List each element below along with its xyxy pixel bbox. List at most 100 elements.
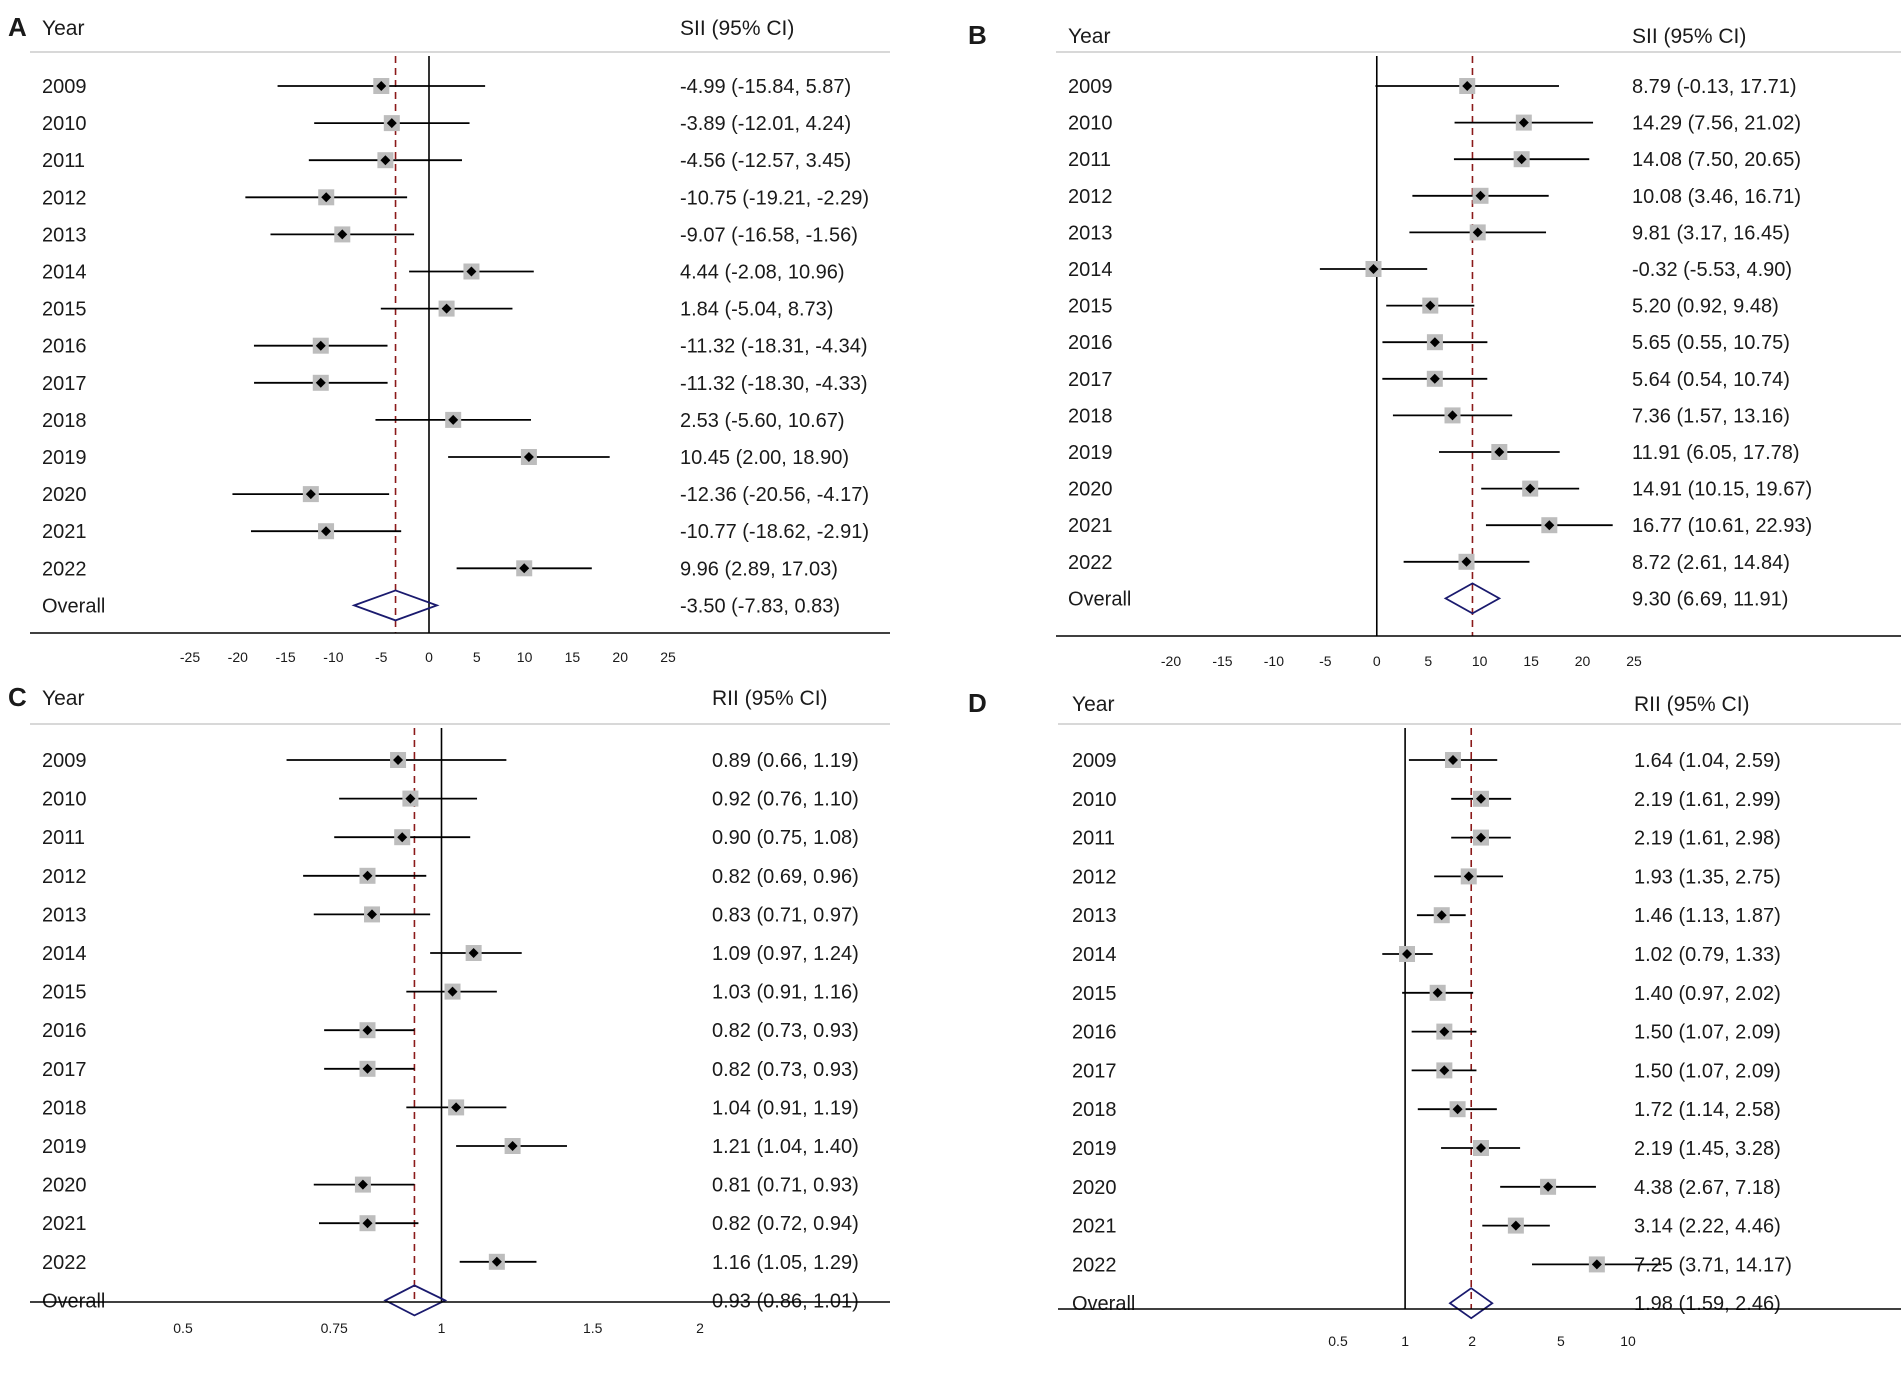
row-year-label: 2010 bbox=[1072, 789, 1117, 811]
point-estimate bbox=[1518, 117, 1529, 128]
stat-column-header: SII (95% CI) bbox=[1632, 25, 1746, 48]
year-column-header: Year bbox=[1068, 25, 1110, 48]
stat-column-header: SII (95% CI) bbox=[680, 17, 794, 40]
row-year-label: 2022 bbox=[42, 558, 87, 580]
row-stat-label: 1.93 (1.35, 2.75) bbox=[1634, 866, 1781, 888]
x-tick-label: 5 bbox=[1557, 1333, 1565, 1349]
row-year-label: 2020 bbox=[1072, 1177, 1117, 1199]
panel-d: D Year RII (95% CI) 2009 1.64 (1.04, 2.59) 20… bbox=[960, 688, 1901, 1381]
row-stat-label: 0.82 (0.72, 0.94) bbox=[712, 1213, 859, 1235]
row-stat-label: 9.81 (3.17, 16.45) bbox=[1632, 222, 1790, 244]
year-column-header: Year bbox=[1072, 693, 1114, 716]
row-year-label: 2010 bbox=[42, 113, 87, 135]
row-year-label: 2017 bbox=[1072, 1060, 1117, 1082]
row-year-label: 2018 bbox=[42, 410, 87, 432]
point-estimate bbox=[315, 340, 326, 351]
overall-diamond bbox=[1448, 1287, 1494, 1320]
point-estimate bbox=[357, 1179, 368, 1190]
row-stat-label: 16.77 (10.61, 22.93) bbox=[1632, 515, 1812, 537]
row-year-label: 2017 bbox=[1068, 369, 1113, 391]
row-stat-label: 1.02 (0.79, 1.33) bbox=[1634, 944, 1781, 966]
point-estimate bbox=[1544, 520, 1555, 531]
point-estimate bbox=[447, 986, 458, 997]
forest-plot-svg: A Year SII (95% CI) 2009 -4.99 (-15.84, 5.87… bbox=[8, 12, 890, 665]
x-tick-label: -5 bbox=[1319, 653, 1332, 669]
point-estimate bbox=[451, 1102, 462, 1113]
point-estimate bbox=[305, 489, 316, 500]
row-stat-label: 1.03 (0.91, 1.16) bbox=[712, 982, 859, 1004]
point-estimate bbox=[491, 1256, 502, 1267]
row-year-label: 2021 bbox=[1068, 515, 1113, 537]
row-stat-label: 10.08 (3.46, 16.71) bbox=[1632, 186, 1801, 208]
row-stat-label: 2.53 (-5.60, 10.67) bbox=[680, 410, 845, 432]
x-tick-label: 25 bbox=[1626, 653, 1642, 669]
row-year-label: 2016 bbox=[42, 1020, 87, 1042]
point-estimate bbox=[362, 1218, 373, 1229]
forest-plot-svg: B Year SII (95% CI) 2009 8.79 (-0.13, 17.71)… bbox=[968, 20, 1901, 669]
row-year-label: 2018 bbox=[1072, 1099, 1117, 1121]
row-year-label: 2011 bbox=[42, 150, 85, 172]
x-tick-label: 10 bbox=[517, 649, 533, 665]
point-estimate bbox=[507, 1141, 518, 1151]
overall-stat-label: 1.98 (1.59, 2.46) bbox=[1634, 1293, 1781, 1315]
row-stat-label: 0.81 (0.71, 0.93) bbox=[712, 1175, 859, 1197]
panel-letter: B bbox=[968, 20, 987, 50]
x-tick-label: 0.5 bbox=[173, 1320, 193, 1336]
overall-diamond bbox=[383, 1284, 448, 1317]
row-year-label: 2017 bbox=[42, 373, 87, 395]
x-tick-label: 10 bbox=[1472, 653, 1488, 669]
panel-letter: D bbox=[968, 688, 987, 718]
x-tick-label: 20 bbox=[612, 649, 628, 665]
x-tick-label: 0 bbox=[1373, 653, 1381, 669]
x-tick-label: 10 bbox=[1620, 1333, 1636, 1349]
x-tick-label: 25 bbox=[660, 649, 676, 665]
row-stat-label: 1.04 (0.91, 1.19) bbox=[712, 1097, 859, 1119]
row-year-label: 2009 bbox=[42, 750, 87, 772]
row-year-label: 2021 bbox=[1072, 1216, 1117, 1238]
point-estimate bbox=[1463, 871, 1474, 882]
row-stat-label: -11.32 (-18.30, -4.33) bbox=[680, 373, 868, 395]
row-year-label: 2016 bbox=[42, 336, 87, 358]
panel-letter: C bbox=[8, 682, 27, 712]
row-stat-label: 9.96 (2.89, 17.03) bbox=[680, 558, 838, 580]
row-stat-label: 10.45 (2.00, 18.90) bbox=[680, 447, 849, 469]
point-estimate bbox=[1432, 987, 1443, 998]
row-year-label: 2015 bbox=[42, 299, 87, 321]
row-year-label: 2020 bbox=[42, 484, 87, 506]
point-estimate bbox=[367, 909, 378, 920]
row-stat-label: 1.64 (1.04, 2.59) bbox=[1634, 750, 1781, 772]
row-stat-label: 2.19 (1.61, 2.98) bbox=[1634, 828, 1781, 850]
row-year-label: 2011 bbox=[1068, 149, 1111, 171]
year-column-header: Year bbox=[42, 17, 84, 40]
row-year-label: 2017 bbox=[42, 1059, 87, 1081]
stat-column-header: RII (95% CI) bbox=[712, 687, 828, 710]
row-year-label: 2013 bbox=[42, 224, 87, 246]
row-stat-label: 0.83 (0.71, 0.97) bbox=[712, 904, 859, 926]
row-year-label: 2010 bbox=[1068, 113, 1113, 135]
row-stat-label: 8.72 (2.61, 14.84) bbox=[1632, 552, 1790, 574]
point-estimate bbox=[1475, 1143, 1486, 1153]
forest-plot-svg: C Year RII (95% CI)2009 0.89 (0.66, 1.19)20… bbox=[8, 682, 890, 1336]
point-estimate bbox=[1472, 227, 1483, 238]
point-estimate bbox=[1475, 832, 1486, 843]
point-estimate bbox=[386, 118, 397, 129]
x-tick-label: -5 bbox=[375, 649, 388, 665]
point-estimate bbox=[376, 81, 387, 91]
x-tick-label: 0.5 bbox=[1328, 1333, 1348, 1349]
x-tick-label: -10 bbox=[323, 649, 343, 665]
row-year-label: 2016 bbox=[1068, 332, 1113, 354]
row-stat-label: 0.82 (0.73, 0.93) bbox=[712, 1059, 859, 1081]
point-estimate bbox=[1516, 154, 1527, 165]
row-year-label: 2012 bbox=[1068, 186, 1113, 208]
stat-column-header: RII (95% CI) bbox=[1634, 693, 1750, 716]
point-estimate bbox=[1439, 1065, 1450, 1076]
point-estimate bbox=[321, 526, 332, 537]
row-stat-label: 1.50 (1.07, 2.09) bbox=[1634, 1060, 1781, 1082]
row-stat-label: 0.92 (0.76, 1.10) bbox=[712, 789, 859, 811]
overall-label: Overall bbox=[42, 595, 105, 617]
point-estimate bbox=[1462, 81, 1473, 91]
row-year-label: 2013 bbox=[42, 904, 87, 926]
row-stat-label: -12.36 (-20.56, -4.17) bbox=[680, 484, 869, 506]
row-stat-label: -9.07 (-16.58, -1.56) bbox=[680, 224, 858, 246]
